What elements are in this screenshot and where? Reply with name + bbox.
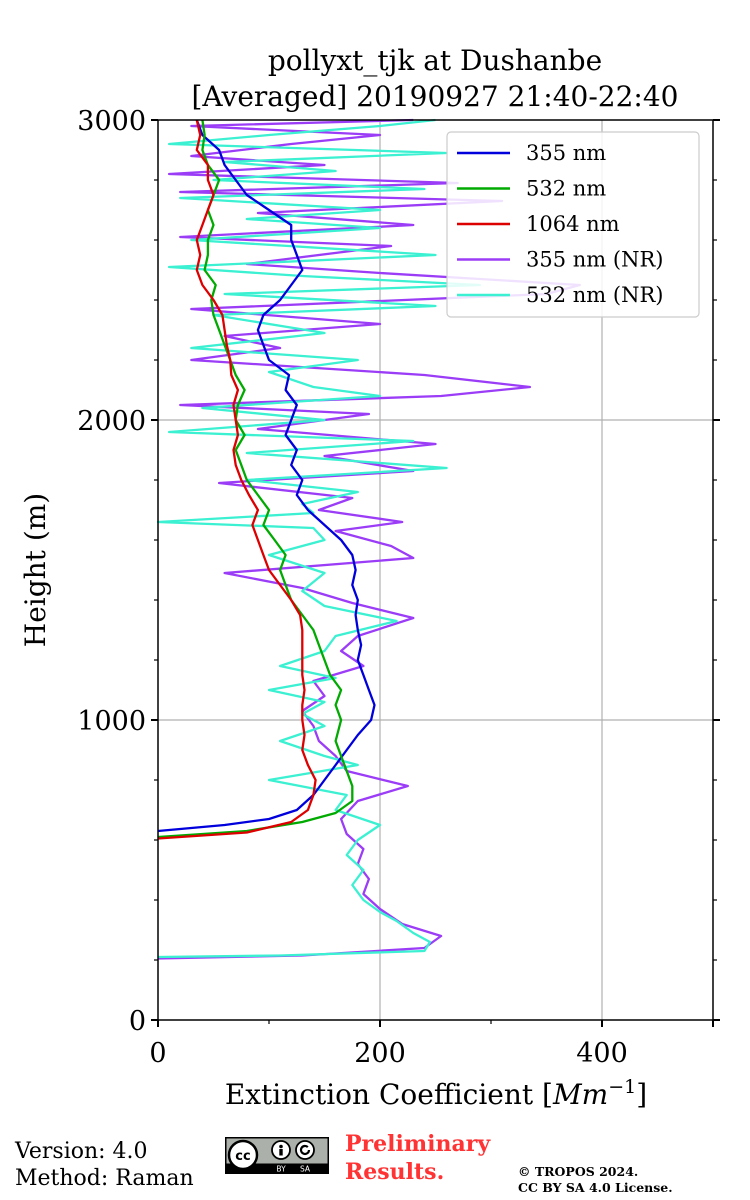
- cc-badge-by-label: BY: [276, 1165, 286, 1174]
- x-tick-label: 0: [149, 1038, 166, 1069]
- by-icon-head: [279, 1144, 283, 1149]
- sa-share-alike-icon: [295, 1140, 315, 1160]
- sa-icon-arrow: [299, 1144, 311, 1156]
- copyright-notice: © TROPOS 2024. CC BY SA 4.0 License.: [518, 1164, 673, 1196]
- legend-entry: 532 nm (NR): [526, 283, 663, 307]
- cc-badge-sa-label: SA: [300, 1165, 311, 1174]
- copyright-line1: © TROPOS 2024.: [518, 1164, 639, 1179]
- preliminary-line2: Results.: [345, 1159, 445, 1185]
- x-tick-label: 400: [576, 1038, 628, 1069]
- method-label: Method: Raman: [15, 1166, 194, 1191]
- y-axis-label: Height (m): [19, 493, 52, 647]
- x-axis-label-close: ]: [636, 1078, 647, 1111]
- series-layer: [156, 118, 581, 960]
- series-line-532-nm: [157, 119, 354, 839]
- cc-logo-text: cc: [235, 1149, 250, 1164]
- y-tick-label: 3000: [77, 106, 146, 137]
- x-axis-label-exp: −1: [608, 1076, 636, 1098]
- y-tick-label: 0: [129, 1006, 146, 1037]
- preliminary-notice: Preliminary Results.: [345, 1130, 490, 1186]
- y-tick-label: 1000: [77, 706, 146, 737]
- cc-license-badge: cc BY SA: [225, 1137, 329, 1174]
- plot-frame: [157, 119, 714, 1021]
- x-axis-label-unit: Mm: [552, 1078, 608, 1111]
- version-info: Version: 4.0 Method: Raman: [15, 1138, 194, 1192]
- legend-entry: 355 nm: [526, 141, 606, 165]
- legend-entry: 355 nm (NR): [526, 248, 663, 272]
- chart-title-line1: pollyxt_tjk at Dushanbe: [268, 44, 602, 77]
- version-label: Version: 4.0: [15, 1139, 148, 1164]
- copyright-line2: CC BY SA 4.0 License.: [518, 1180, 673, 1195]
- series-line-532-nm-nr-: [156, 118, 482, 959]
- cc-logo-icon: [227, 1139, 259, 1171]
- y-tick-label: 2000: [77, 406, 146, 437]
- x-tick-label: 200: [354, 1038, 406, 1069]
- series-line-355-nm: [157, 119, 376, 833]
- x-axis-label: Extinction Coefficient [Mm−1]: [225, 1076, 647, 1111]
- x-axis-label-main: Extinction Coefficient [: [225, 1078, 553, 1111]
- legend-entry: 1064 nm: [526, 212, 620, 236]
- legend-box: [446, 131, 700, 318]
- series-line-355-nm-nr-: [157, 118, 581, 960]
- chart-title-line2: [Averaged] 20190927 21:40-22:40: [192, 80, 679, 113]
- legend-entry: 532 nm: [526, 177, 606, 201]
- preliminary-line1: Preliminary: [345, 1131, 491, 1157]
- ticks: 0 200 400 0 1000 2000 3000: [77, 106, 720, 1069]
- legend: 355 nm 532 nm 1064 nm 355 nm (NR) 532 nm (NR…: [446, 131, 700, 318]
- by-icon-body: [279, 1149, 283, 1156]
- series-line-1064-nm: [157, 119, 317, 840]
